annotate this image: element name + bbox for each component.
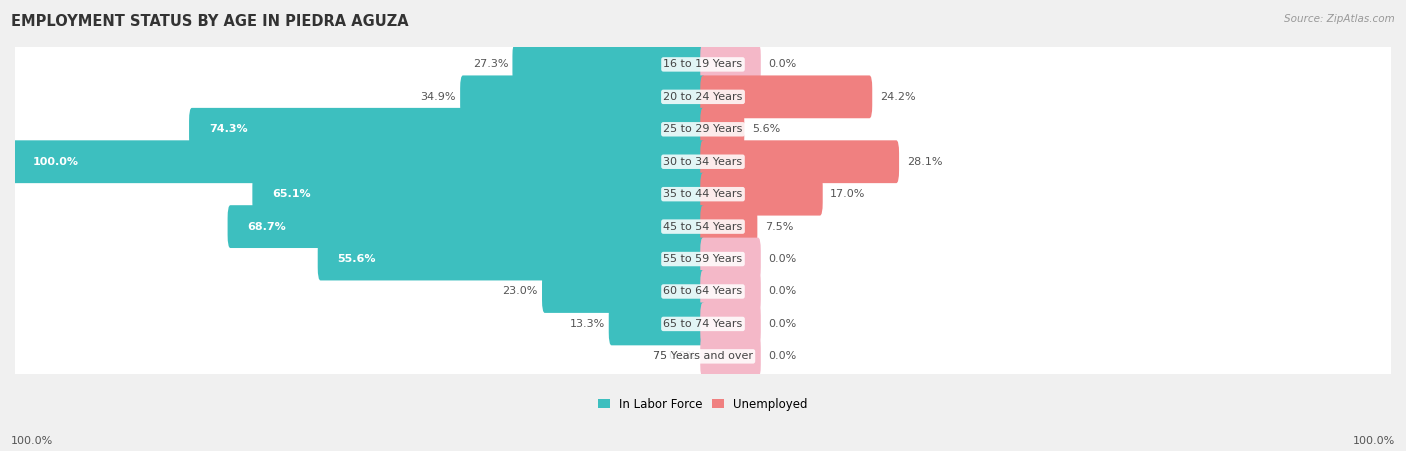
FancyBboxPatch shape [700,335,761,378]
Text: 65.1%: 65.1% [273,189,311,199]
Text: 23.0%: 23.0% [502,286,538,296]
FancyBboxPatch shape [700,173,823,216]
FancyBboxPatch shape [13,232,1393,286]
Text: 0.0%: 0.0% [768,254,797,264]
Text: EMPLOYMENT STATUS BY AGE IN PIEDRA AGUZA: EMPLOYMENT STATUS BY AGE IN PIEDRA AGUZA [11,14,409,28]
FancyBboxPatch shape [13,69,1393,124]
FancyBboxPatch shape [512,43,706,86]
Text: 16 to 19 Years: 16 to 19 Years [664,60,742,69]
Text: 100.0%: 100.0% [32,157,79,167]
FancyBboxPatch shape [13,199,1393,254]
FancyBboxPatch shape [13,37,1393,92]
Text: 100.0%: 100.0% [1353,437,1395,446]
Text: 60 to 64 Years: 60 to 64 Years [664,286,742,296]
FancyBboxPatch shape [700,303,761,345]
Text: 0.0%: 0.0% [768,351,797,361]
FancyBboxPatch shape [13,134,1393,189]
FancyBboxPatch shape [541,270,706,313]
Text: 25 to 29 Years: 25 to 29 Years [664,124,742,134]
Text: 45 to 54 Years: 45 to 54 Years [664,221,742,232]
Text: 17.0%: 17.0% [831,189,866,199]
Text: 65 to 74 Years: 65 to 74 Years [664,319,742,329]
FancyBboxPatch shape [318,238,706,281]
Text: 13.3%: 13.3% [569,319,605,329]
FancyBboxPatch shape [700,238,761,281]
FancyBboxPatch shape [13,297,1393,351]
Text: 74.3%: 74.3% [209,124,247,134]
Text: 0.0%: 0.0% [768,60,797,69]
Text: 55 to 59 Years: 55 to 59 Years [664,254,742,264]
Text: 100.0%: 100.0% [11,437,53,446]
FancyBboxPatch shape [700,205,758,248]
FancyBboxPatch shape [252,173,706,216]
FancyBboxPatch shape [228,205,706,248]
Text: 68.7%: 68.7% [247,221,287,232]
FancyBboxPatch shape [700,75,872,118]
Text: 28.1%: 28.1% [907,157,942,167]
Text: 35 to 44 Years: 35 to 44 Years [664,189,742,199]
FancyBboxPatch shape [188,108,706,151]
FancyBboxPatch shape [13,167,1393,221]
Legend: In Labor Force, Unemployed: In Labor Force, Unemployed [598,398,808,411]
FancyBboxPatch shape [700,43,761,86]
Text: 0.0%: 0.0% [768,319,797,329]
Text: 24.2%: 24.2% [880,92,915,102]
Text: 34.9%: 34.9% [420,92,456,102]
Text: 27.3%: 27.3% [472,60,509,69]
FancyBboxPatch shape [13,264,1393,319]
FancyBboxPatch shape [700,270,761,313]
FancyBboxPatch shape [609,303,706,345]
FancyBboxPatch shape [13,102,1393,156]
FancyBboxPatch shape [460,75,706,118]
Text: Source: ZipAtlas.com: Source: ZipAtlas.com [1284,14,1395,23]
Text: 30 to 34 Years: 30 to 34 Years [664,157,742,167]
Text: 0.0%: 0.0% [768,286,797,296]
Text: 0.0%: 0.0% [668,351,696,361]
FancyBboxPatch shape [700,108,744,151]
Text: 5.6%: 5.6% [752,124,780,134]
Text: 7.5%: 7.5% [765,221,793,232]
Text: 20 to 24 Years: 20 to 24 Years [664,92,742,102]
FancyBboxPatch shape [700,140,898,183]
FancyBboxPatch shape [13,329,1393,384]
FancyBboxPatch shape [13,140,706,183]
Text: 75 Years and over: 75 Years and over [652,351,754,361]
Text: 55.6%: 55.6% [337,254,377,264]
